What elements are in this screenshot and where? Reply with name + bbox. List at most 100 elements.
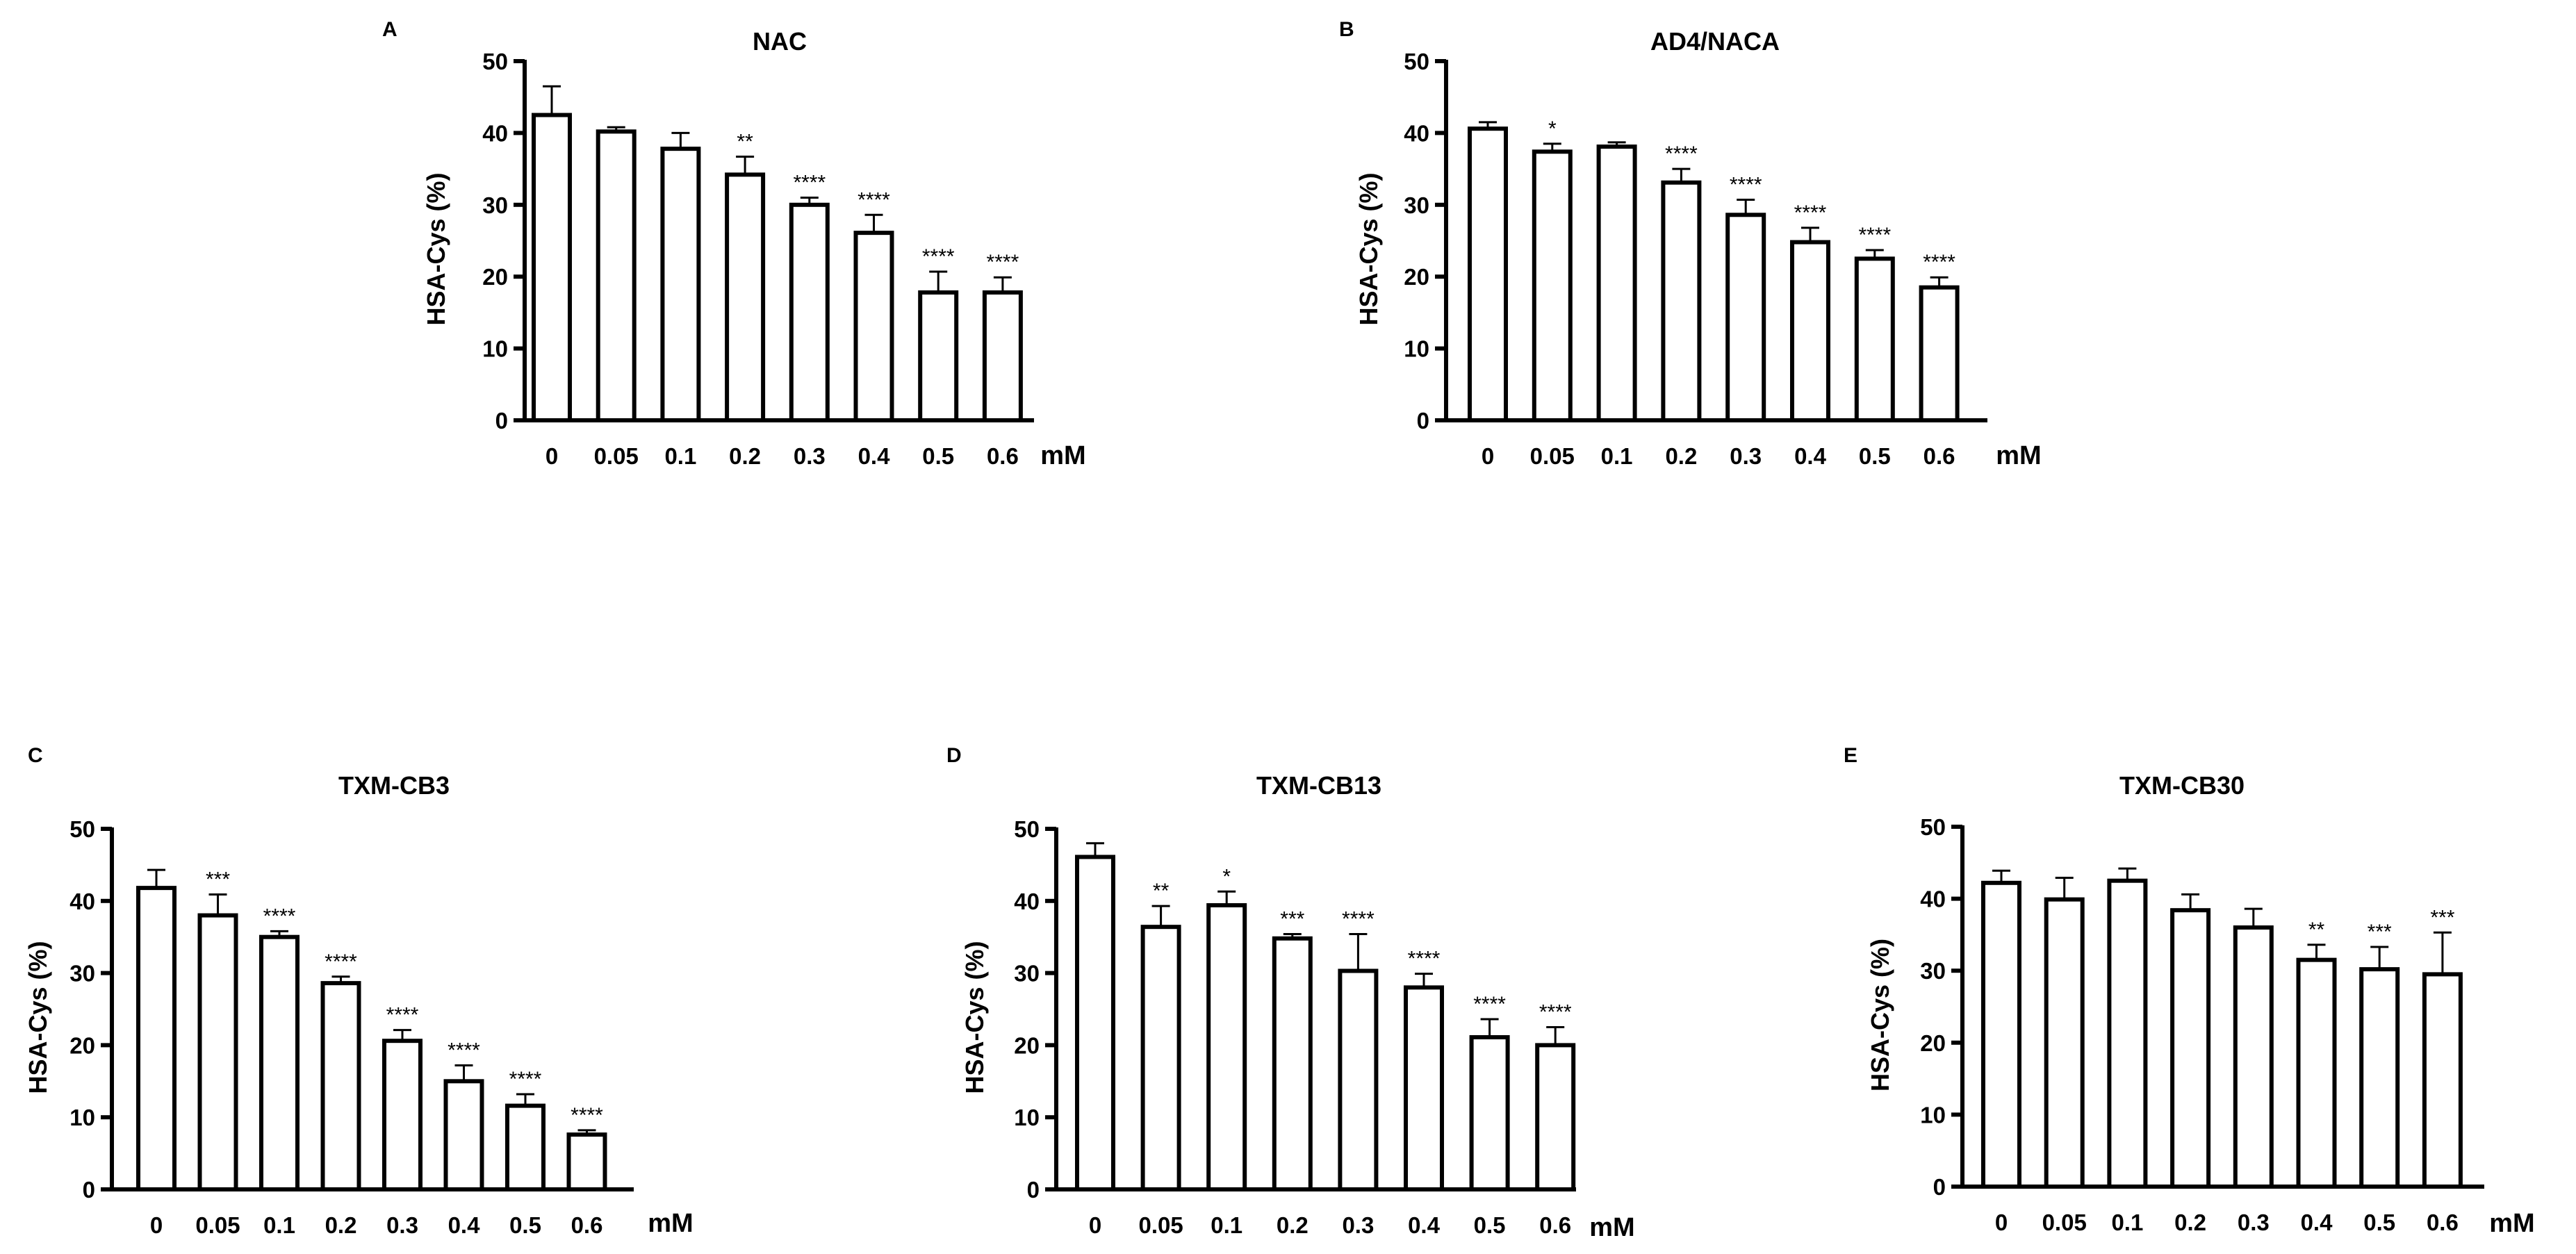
- x-tick-label: 0.2: [2174, 1210, 2206, 1235]
- significance-label: ****: [1923, 251, 1955, 274]
- y-tick-label: 10: [1920, 1102, 1946, 1128]
- bar: [1206, 903, 1247, 1191]
- bar: [1468, 126, 1508, 422]
- bar: [1535, 1043, 1576, 1192]
- significance-label: *: [1222, 865, 1231, 888]
- x-tick-label: 0.1: [2111, 1210, 2143, 1235]
- y-tick-label: 50: [69, 816, 95, 842]
- x-tick-label: 0: [1995, 1210, 2008, 1235]
- y-tick-label: 0: [1417, 408, 1429, 434]
- x-tick-label: 0.6: [1539, 1212, 1571, 1238]
- y-tick-label: 20: [1404, 264, 1429, 290]
- bar: [382, 1039, 423, 1191]
- significance-label: ****: [922, 245, 955, 268]
- y-tick-label: 30: [1920, 958, 1946, 984]
- y-tick-label: 20: [69, 1032, 95, 1058]
- bar: [320, 981, 361, 1191]
- x-unit-label: mM: [1040, 441, 1085, 470]
- significance-label: ****: [448, 1039, 480, 1062]
- y-tick-label: 30: [69, 961, 95, 987]
- bar: [566, 1132, 607, 1192]
- significance-label: ****: [325, 950, 357, 973]
- significance-label: ****: [987, 251, 1019, 274]
- x-unit-label: mM: [1589, 1213, 1634, 1242]
- y-tick-label: 0: [1027, 1177, 1040, 1203]
- x-tick-label: 0.6: [571, 1212, 603, 1238]
- x-tick-label: 0.3: [1342, 1212, 1374, 1238]
- y-axis-label: HSA-Cys (%): [422, 172, 450, 325]
- y-tick-label: 0: [1933, 1174, 1946, 1200]
- bar: [197, 913, 238, 1192]
- y-tick-label: 0: [83, 1177, 95, 1203]
- x-tick-label: 0.05: [195, 1212, 240, 1238]
- y-tick-label: 0: [495, 408, 508, 434]
- x-tick-label: 0.1: [1601, 443, 1633, 469]
- x-tick-label: 0.5: [922, 443, 954, 469]
- x-tick-label: 0.6: [1923, 443, 1955, 469]
- y-axis-label: HSA-Cys (%): [1354, 172, 1383, 325]
- x-tick-label: 0.5: [2363, 1210, 2395, 1235]
- y-tick-label: 20: [1920, 1030, 1946, 1056]
- x-tick-label: 0.6: [987, 443, 1019, 469]
- panel-letter: E: [1844, 744, 1857, 767]
- bar: [1338, 968, 1379, 1191]
- bar: [596, 129, 637, 422]
- y-tick-label: 50: [1920, 814, 1946, 840]
- chart-title: TXM-CB30: [2119, 771, 2245, 800]
- significance-label: *: [1548, 117, 1557, 140]
- x-tick-label: 0.3: [386, 1212, 418, 1238]
- x-unit-label: mM: [648, 1209, 693, 1238]
- bar: [982, 290, 1023, 422]
- x-tick-label: 0.1: [1211, 1212, 1242, 1238]
- significance-label: ***: [2430, 906, 2454, 929]
- panel-letter: C: [28, 744, 43, 767]
- panel-letter: A: [382, 18, 397, 41]
- x-tick-label: 0.05: [1530, 443, 1575, 469]
- x-tick-label: 0.4: [858, 443, 891, 469]
- x-tick-label: 0.6: [2427, 1210, 2459, 1235]
- x-tick-label: 0.3: [794, 443, 826, 469]
- x-tick-label: 0.1: [664, 443, 696, 469]
- x-tick-label: 0.3: [2238, 1210, 2270, 1235]
- significance-label: ****: [1342, 908, 1375, 931]
- chart-panel-b: B AD4/NACA HSA-Cys (%) 0 10 20 30 40 50 0 * 0.05 0.1…: [1339, 18, 2042, 470]
- significance-label: **: [2308, 918, 2325, 941]
- bar: [2296, 957, 2337, 1189]
- bar: [2359, 967, 2400, 1189]
- bar: [1404, 985, 1444, 1191]
- bar: [2170, 908, 2211, 1189]
- bar: [505, 1103, 545, 1192]
- significance-label: ***: [2368, 921, 2392, 943]
- panel-letter: B: [1339, 18, 1354, 41]
- x-tick-label: 0.2: [729, 443, 761, 469]
- significance-label: **: [737, 131, 753, 154]
- y-tick-label: 50: [1404, 49, 1429, 74]
- x-tick-label: 0.5: [1474, 1212, 1506, 1238]
- y-tick-label: 40: [482, 120, 508, 146]
- significance-label: **: [1153, 880, 1170, 902]
- y-axis-label: HSA-Cys (%): [960, 941, 989, 1094]
- x-tick-label: 0.3: [1730, 443, 1762, 469]
- bar: [918, 290, 959, 422]
- x-tick-label: 0: [1482, 443, 1494, 469]
- significance-label: ****: [1794, 201, 1827, 224]
- significance-label: ****: [509, 1068, 542, 1091]
- x-unit-label: mM: [2489, 1209, 2534, 1238]
- significance-label: ***: [1280, 908, 1304, 931]
- bar: [1469, 1034, 1510, 1192]
- x-tick-label: 0.5: [509, 1212, 541, 1238]
- x-tick-label: 0.05: [594, 443, 639, 469]
- bar: [1790, 240, 1830, 422]
- y-tick-label: 30: [1404, 192, 1429, 218]
- significance-label: ****: [571, 1104, 603, 1127]
- y-tick-label: 20: [1014, 1032, 1040, 1058]
- bar: [136, 886, 177, 1191]
- chart-title: NAC: [753, 27, 807, 56]
- chart-panel-c: C TXM-CB3 HSA-Cys (%) 0 10 20 30 40 50 0 *** 0.05 **…: [24, 744, 694, 1238]
- bar: [1981, 880, 2021, 1189]
- significance-label: ****: [263, 905, 296, 927]
- x-tick-label: 0: [150, 1212, 163, 1238]
- y-tick-label: 40: [1014, 889, 1040, 914]
- bar: [2107, 878, 2148, 1189]
- x-unit-label: mM: [1996, 441, 2041, 470]
